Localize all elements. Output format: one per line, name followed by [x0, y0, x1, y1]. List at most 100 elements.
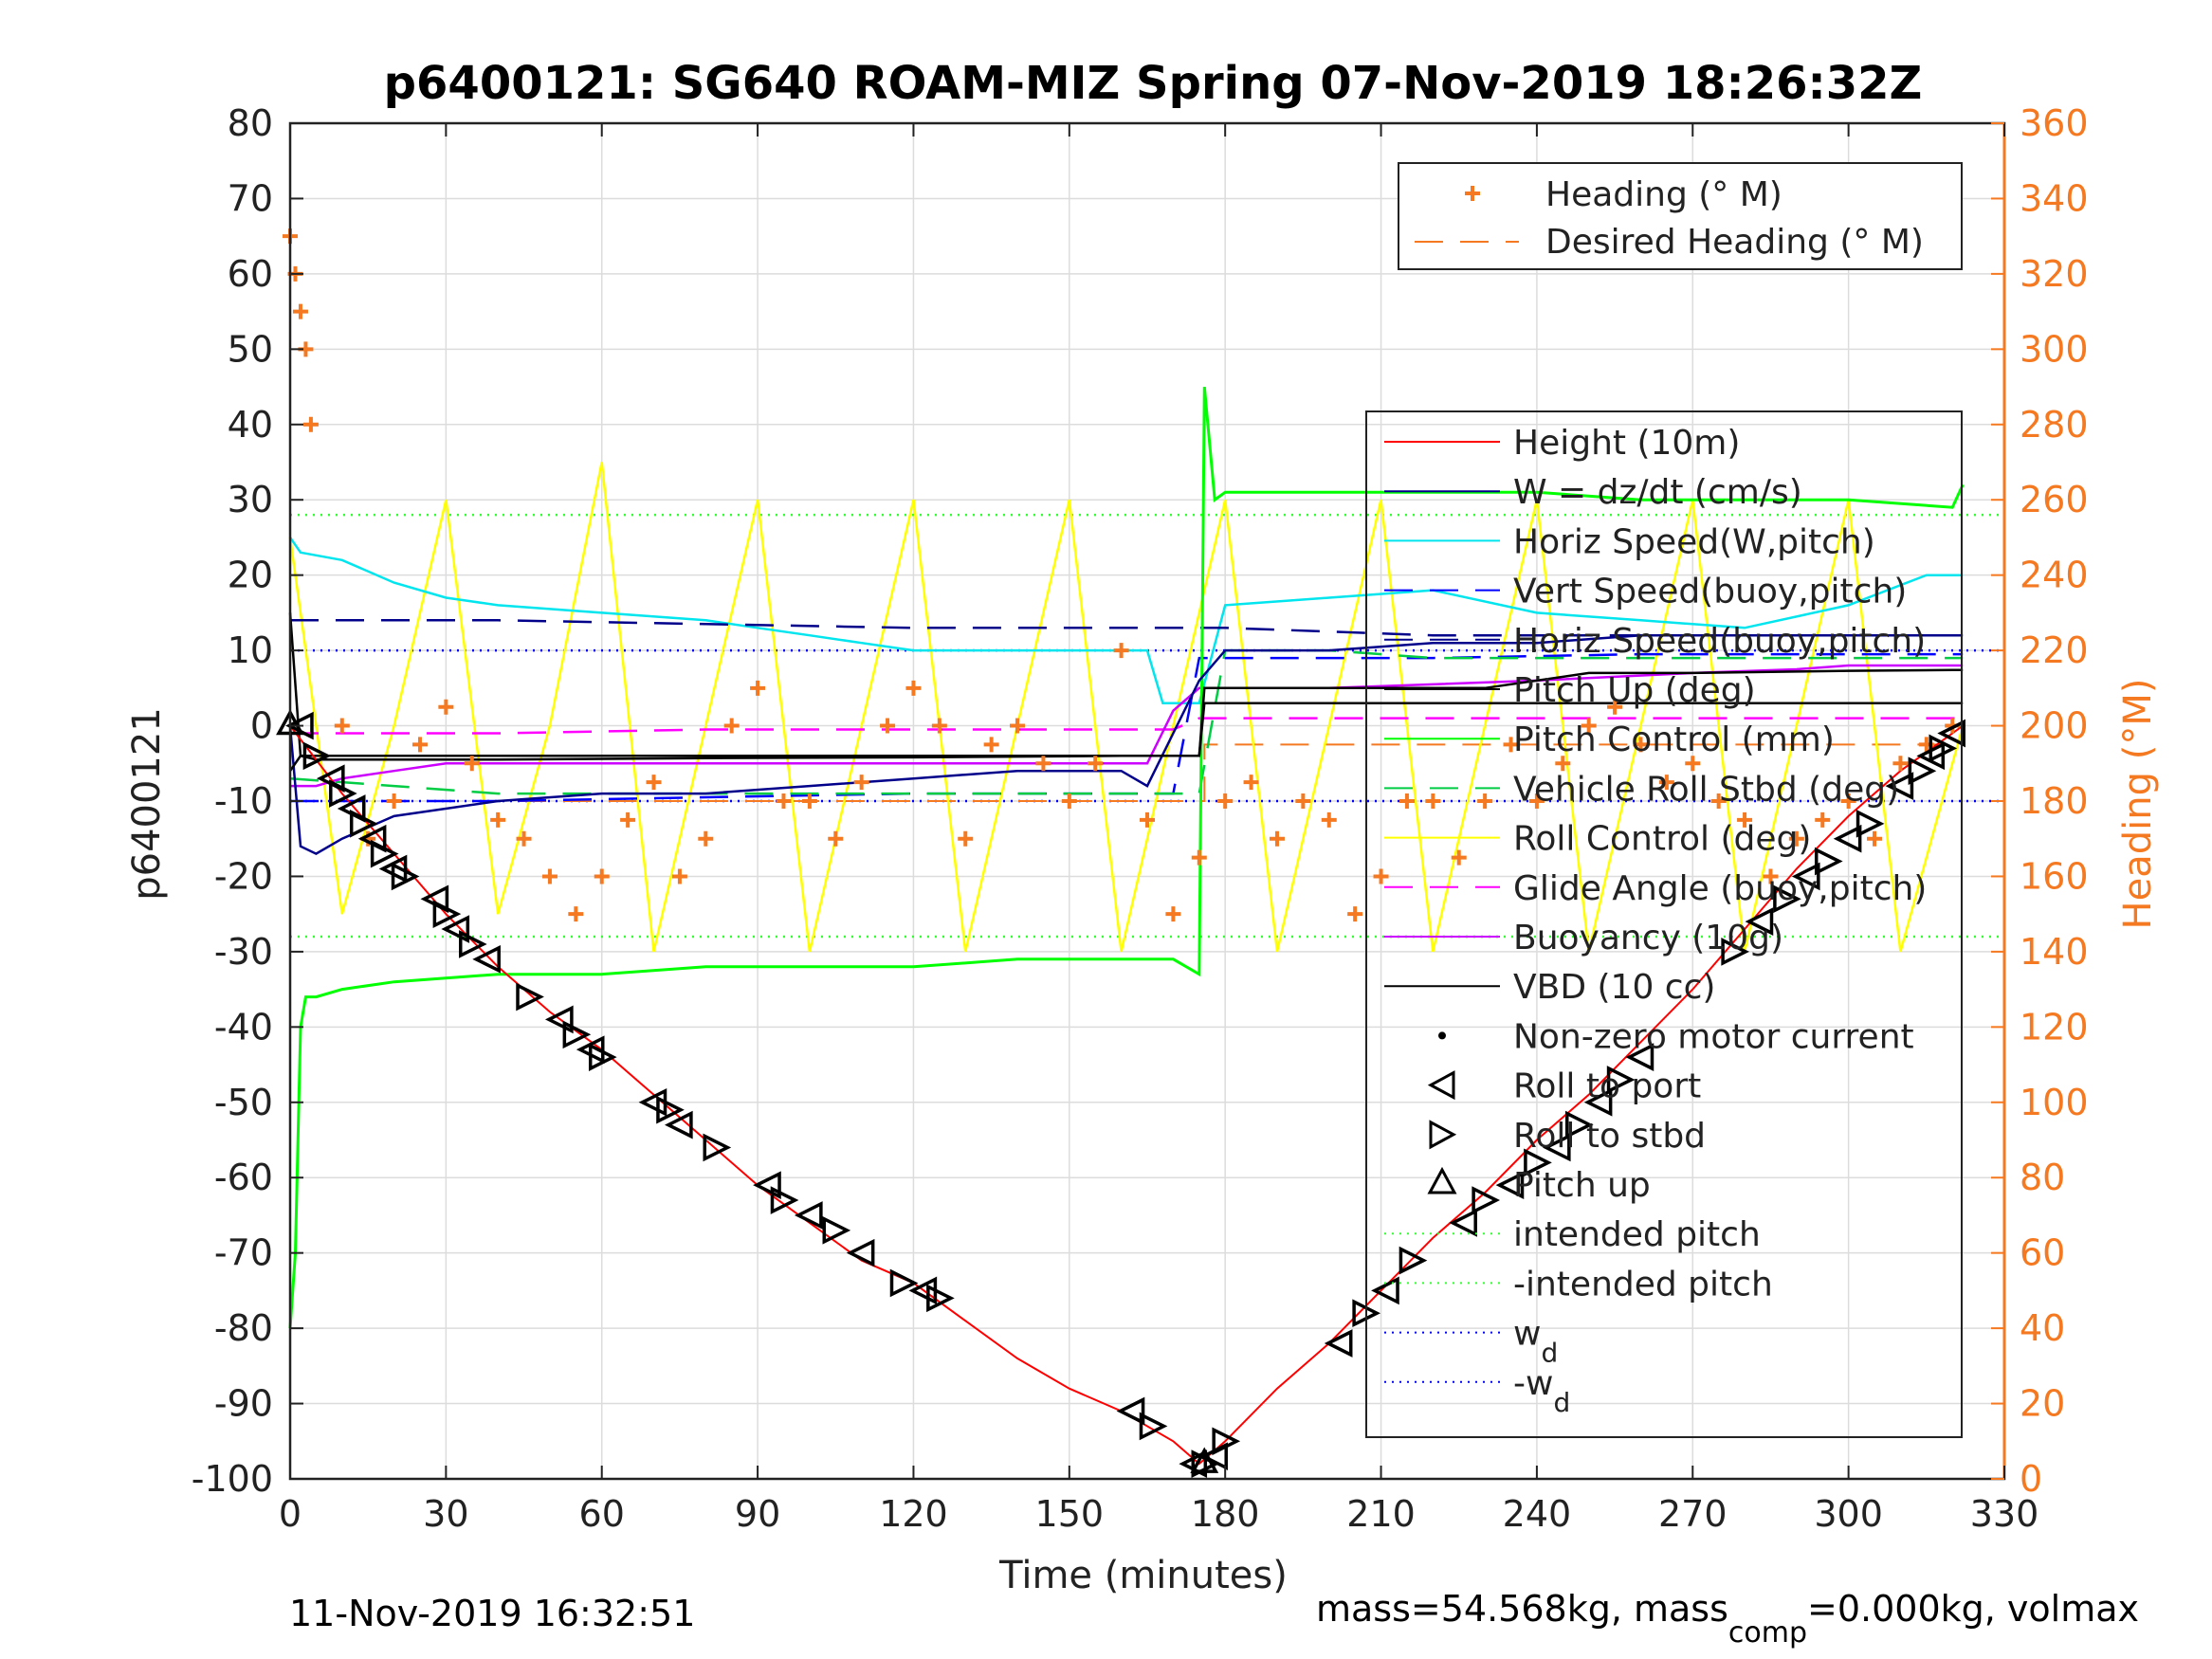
heading-point [1010, 718, 1026, 734]
roll-to-stbd-marker [588, 1043, 617, 1071]
series-roll-control [288, 462, 1965, 953]
y-right-tick-label: 180 [2020, 780, 2089, 822]
legend-heading: Heading (° M) Desired Heading (° M) [1398, 162, 1963, 270]
x-tick-label: 0 [279, 1493, 302, 1535]
heading-point [1347, 906, 1363, 922]
x-tick-label: 150 [1035, 1493, 1105, 1535]
heading-point [1867, 830, 1883, 847]
heading-point [1191, 849, 1207, 866]
y-tick-label: -30 [214, 931, 273, 973]
heading-point [853, 775, 869, 791]
y-right-tick-label: 200 [2020, 705, 2089, 747]
roll-to-port-marker [846, 1238, 875, 1267]
x-tick-label: 60 [579, 1493, 625, 1535]
legend-key-pitch-up [1427, 1166, 1457, 1194]
series-glide-angle [290, 717, 1964, 735]
heading-point [464, 756, 480, 772]
legend-key-motor [1438, 1031, 1446, 1040]
y-tick-label: 0 [250, 705, 273, 747]
roll-to-port-marker [1583, 1087, 1613, 1117]
heading-point [828, 830, 844, 847]
roll-to-port-marker [664, 1110, 693, 1139]
y-tick-label: -80 [214, 1307, 273, 1349]
legend-label: -intended pitch [1513, 1265, 1773, 1304]
heading-point [1113, 643, 1129, 659]
heading-point [958, 830, 974, 847]
roll-to-port-marker [1324, 1329, 1353, 1358]
y-right-tick-label: 160 [2020, 855, 2089, 897]
plot-area: 0 30 60 90 120 150 180 210 240 270 300 330807060504… [192, 102, 2089, 1535]
heading-point [386, 793, 402, 809]
legend-label: Pitch Control (mm) [1513, 720, 1835, 759]
heading-point [931, 718, 947, 734]
heading-point [1425, 793, 1441, 809]
series-pitch-up [288, 612, 1964, 761]
pitch-up-marker [1190, 1447, 1219, 1473]
legend-label: Buoyancy (10g) [1513, 919, 1783, 957]
heading-point [905, 680, 922, 696]
roll-to-stbd-marker [1472, 1186, 1501, 1214]
x-tick-label: 90 [735, 1493, 780, 1535]
x-tick-label: 330 [1970, 1493, 2039, 1535]
legend-label: W = dz/dt (cm/s) [1513, 473, 1802, 512]
heading-point [490, 811, 506, 828]
legend-label: Height (10m) [1513, 424, 1740, 463]
heading-point [1737, 811, 1753, 828]
roll-to-port-marker [1495, 1171, 1525, 1200]
x-axis: 0 30 60 90 120 150 180 210 240 270 300 330 [279, 123, 2038, 1535]
y-tick-label: 60 [228, 253, 273, 295]
series-height [289, 724, 1964, 1466]
roll-to-port-marker [1885, 772, 1914, 800]
roll-to-stbd-marker [459, 930, 487, 958]
heading-point [302, 416, 319, 432]
legend-label: Roll Control (deg) [1513, 820, 1811, 859]
legend-heading-label: Desired Heading (° M) [1545, 223, 1924, 262]
series-horiz-speed [288, 537, 1964, 704]
y-axis-right: 3603403203002802602402202001801601401201… [1991, 102, 2089, 1500]
series-heading [283, 228, 1961, 922]
y-right-tick-label: 340 [2020, 177, 2089, 219]
footer-timestamp: 11-Nov-2019 16:32:51 [289, 1593, 695, 1634]
chart-title: p6400121: SG640 ROAM-MIZ Spring 07-Nov-2… [384, 57, 1923, 110]
legend-key-roll-port [1427, 1070, 1455, 1101]
legend-label: intended pitch [1513, 1215, 1761, 1254]
heading-point [776, 793, 792, 809]
y-right-tick-label: 0 [2020, 1458, 2042, 1500]
roll-to-port-marker [1833, 824, 1862, 853]
heading-point [1321, 811, 1337, 828]
roll-to-stbd-marker [1773, 884, 1801, 914]
roll-to-stbd-marker [1721, 938, 1750, 966]
heading-point [1555, 756, 1571, 772]
x-tick-label: 270 [1658, 1493, 1728, 1535]
y-tick-label: -40 [214, 1006, 273, 1048]
roll-to-stbd-marker [1856, 810, 1885, 838]
heading-point [1685, 756, 1701, 772]
y-right-tick-label: 260 [2020, 479, 2089, 520]
heading-point [801, 793, 817, 809]
legend-label: Vehicle Roll Stbd (deg) [1513, 770, 1899, 809]
roll-to-stbd-marker [656, 1095, 685, 1124]
roll-to-port-marker [472, 945, 501, 974]
y-right-tick-label: 140 [2020, 931, 2089, 973]
y-right-tick-label: 40 [2020, 1307, 2065, 1349]
y-right-tick-label: 20 [2020, 1383, 2065, 1425]
roll-to-stbd-marker [329, 779, 357, 808]
heading-point [292, 303, 308, 319]
legend-main-box [1365, 410, 1963, 1438]
series-w [288, 633, 1964, 856]
roll-to-stbd-marker [1814, 847, 1843, 876]
heading-point [1710, 793, 1727, 809]
y-tick-label: 50 [228, 328, 273, 370]
roll-to-port-marker [1937, 719, 1965, 748]
roll-to-stbd-marker [1564, 1110, 1594, 1139]
y-tick-label: 30 [228, 479, 273, 520]
x-tick-label: 30 [423, 1493, 468, 1535]
x-tick-label: 240 [1503, 1493, 1572, 1535]
heading-point [1607, 699, 1623, 715]
roll-to-stbd-marker [926, 1284, 955, 1313]
y-axis-label-left: p6400121 [125, 707, 169, 901]
y-right-tick-label: 60 [2020, 1232, 2065, 1274]
y-axis-left: 80 70 60 50 40 30 20 10 0 -10 -20 -30 -40 -50 -60 -70 -8… [192, 102, 303, 1500]
roll-to-stbd-marker [370, 839, 399, 868]
legend-label: Pitch up [1513, 1166, 1651, 1205]
